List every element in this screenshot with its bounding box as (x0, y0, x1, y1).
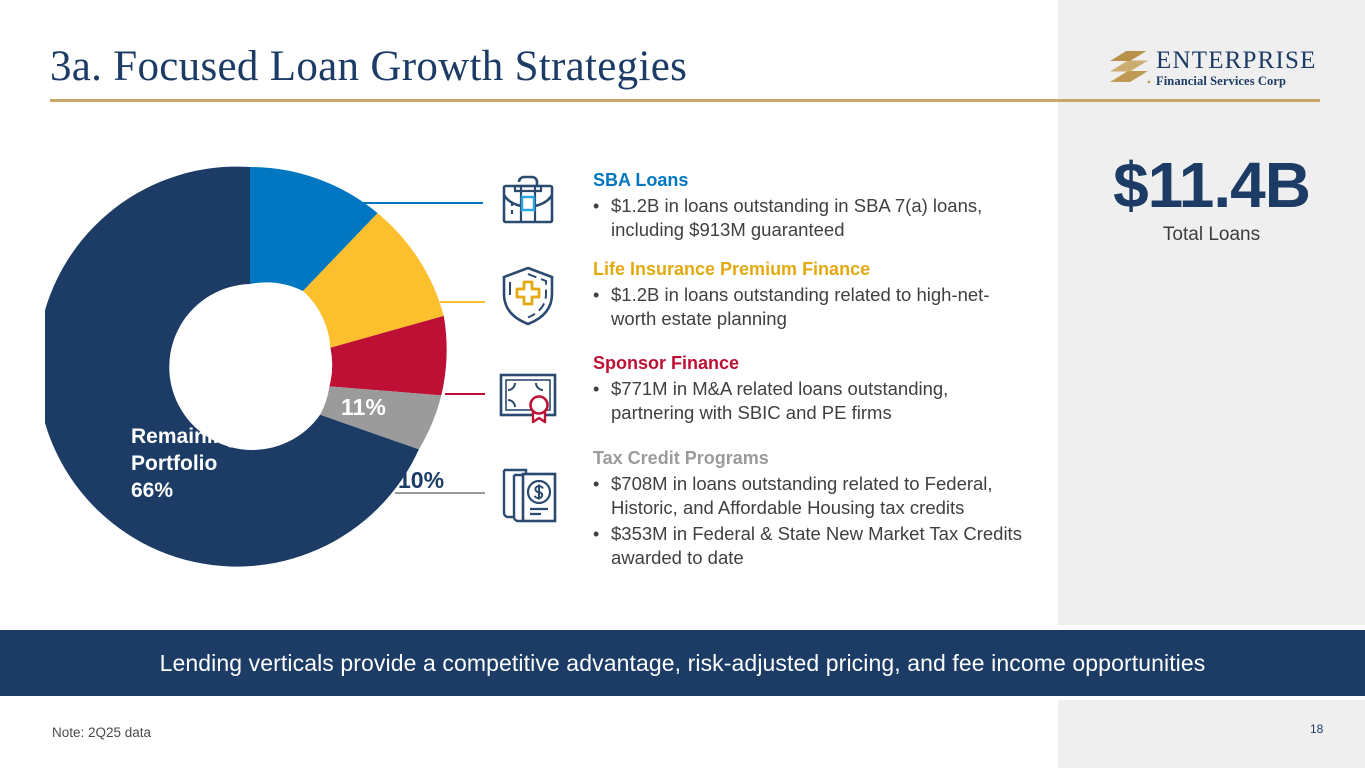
total-loans-value: $11.4B (1113, 149, 1311, 221)
slice-label-remaining: Remaining Portfolio 66% (131, 425, 239, 502)
logo-company-name: ENTERPRISE (1156, 47, 1317, 74)
bullet-glyph: • (593, 474, 600, 494)
title-divider-rule (50, 99, 1320, 102)
slice-sba (250, 167, 378, 291)
company-logo: ENTERPRISE Financial Services Corp (1104, 47, 1316, 93)
bullet-glyph: • (593, 285, 600, 305)
loan-portfolio-donut-chart: Remaining Portfolio 66% 11% 10% 7% 6% (45, 162, 455, 619)
right-side-panel (1058, 0, 1365, 625)
footnote: Note: 2Q25 data (52, 725, 152, 740)
certificate-seal-icon (492, 360, 564, 432)
leader-line-tax (395, 492, 485, 494)
bottom-banner: Lending verticals provide a competitive … (0, 630, 1365, 696)
shield-cross-icon (492, 260, 564, 332)
section-life-insurance-premium-finance: Life Insurance Premium Finance • $1.2B i… (593, 258, 1033, 331)
bullet-text: $1.2B in loans outstanding related to hi… (611, 284, 990, 329)
bullet-text: $1.2B in loans outstanding in SBA 7(a) l… (611, 195, 983, 240)
section-heading-tax: Tax Credit Programs (593, 448, 769, 468)
documents-dollar-icon (494, 459, 566, 531)
briefcase-icon (492, 164, 564, 236)
slice-label-tax: 6% (388, 593, 422, 619)
banner-text: Lending verticals provide a competitive … (159, 649, 1206, 676)
leader-line-sba (358, 202, 483, 204)
right-side-panel-footer (1058, 700, 1365, 768)
slice-tax (320, 386, 442, 450)
section-sponsor-finance: Sponsor Finance • $771M in M&A related l… (593, 352, 1033, 425)
list-item: • $708M in loans outstanding related to … (593, 472, 1033, 520)
bullet-glyph: • (593, 379, 600, 399)
bullet-text: $771M in M&A related loans outstanding, … (611, 378, 949, 423)
list-item: • $1.2B in loans outstanding related to … (593, 283, 1033, 331)
page-number: 18 (1310, 722, 1324, 736)
leader-line-sponsor (445, 393, 485, 395)
slice-life (303, 213, 444, 348)
logo-mark-icon (1104, 50, 1152, 89)
leader-line-life (440, 301, 485, 303)
list-item: • $353M in Federal & State New Market Ta… (593, 522, 1033, 570)
list-item: • $1.2B in loans outstanding in SBA 7(a)… (593, 194, 1033, 242)
section-sba-loans: SBA Loans • $1.2B in loans outstanding i… (593, 169, 1033, 242)
section-heading-life: Life Insurance Premium Finance (593, 259, 871, 279)
bullet-text: $708M in loans outstanding related to Fe… (611, 473, 993, 518)
page-title: 3a. Focused Loan Growth Strategies (50, 43, 688, 90)
bullet-glyph: • (593, 524, 600, 544)
total-loans-label: Total Loans (1162, 224, 1261, 245)
slice-sponsor (329, 315, 447, 396)
slice-remaining (45, 166, 419, 567)
bullet-glyph: • (593, 196, 600, 216)
list-item: • $771M in M&A related loans outstanding… (593, 377, 1033, 425)
bullet-text: $353M in Federal & State New Market Tax … (611, 523, 1022, 568)
logo-company-subtitle: Financial Services Corp (1156, 74, 1287, 88)
section-heading-sponsor: Sponsor Finance (593, 353, 740, 373)
section-tax-credit-programs: Tax Credit Programs • $708M in loans out… (593, 447, 1033, 570)
section-heading-sba: SBA Loans (593, 170, 689, 190)
logo-wordmark: ENTERPRISE Financial Services Corp (1156, 47, 1316, 89)
